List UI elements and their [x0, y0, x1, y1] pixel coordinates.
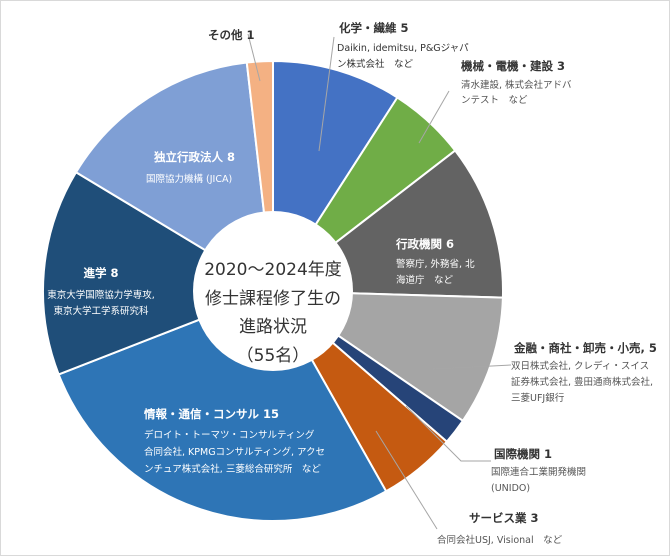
slice-label-desc: 東京大学工学系研究科 — [53, 305, 149, 317]
slice-label-desc: 合同会社USJ, Visional など — [437, 534, 563, 546]
slice-label-name: サービス業 3 — [469, 511, 539, 525]
chart-title-line: 2020～2024年度 — [204, 260, 342, 280]
leader-line-finance — [432, 364, 512, 370]
slice-label-name: 進学 8 — [83, 266, 118, 280]
slice-label-name: 国際機関 1 — [494, 447, 552, 461]
slice-label-service: サービス業 3 合同会社USJ, Visional など — [437, 511, 563, 546]
slice-value: 3 — [531, 511, 539, 525]
slice-value: 1 — [544, 447, 552, 461]
slice-value: 5 — [401, 21, 409, 35]
slice-label-desc: ン株式会社 など — [337, 58, 414, 70]
slice-label-name: 機械・電機・建設 3 — [461, 59, 565, 73]
slice-label-desc: デロイト・トーマツ・コンサルティング — [144, 429, 315, 441]
slice-label-desc: ンチュア株式会社, 三菱総合研究所 など — [144, 463, 321, 475]
slice-label-desc: ンテスト など — [461, 95, 528, 106]
slice-label-desc: 警察庁, 外務省, 北 — [396, 258, 475, 270]
slice-value: 3 — [557, 59, 565, 73]
slice-label-desc: 海道庁 など — [396, 274, 454, 286]
leader-line-chemical — [318, 36, 335, 152]
slice-label-desc: (UNIDO) — [491, 483, 530, 494]
slice-label-other: その他 1 — [208, 28, 255, 42]
slice-label-desc: 三菱UFJ銀行 — [511, 392, 565, 404]
pie-slice-further-study — [42, 170, 276, 376]
donut-hole — [193, 211, 353, 371]
slice-value: 1 — [247, 28, 255, 42]
slice-label-desc: 国際協力機構 (JICA) — [146, 173, 232, 185]
slice-label-desc: 双日株式会社, クレディ・スイス — [511, 360, 649, 372]
leader-line-other — [247, 33, 261, 82]
slice-label-name: 化学・繊維 5 — [339, 21, 409, 35]
slice-value: 6 — [446, 237, 454, 251]
leader-line-service — [375, 430, 438, 530]
chart-title-line: 修士課程修了生の — [205, 289, 341, 309]
slice-label-desc: 合同会社, KPMGコンサルティング, アクセ — [144, 446, 325, 458]
slice-value: 5 — [649, 341, 657, 355]
slice-label-independent-agency: 独立行政法人 8 国際協力機構 (JICA) — [146, 150, 235, 185]
slice-label-further-study: 進学 8 東京大学国際協力学専攻, 東京大学工学系研究科 — [47, 266, 155, 317]
slice-value: 8 — [227, 150, 235, 164]
slice-value: 8 — [111, 266, 119, 280]
slice-label-name: 金融・商社・卸売・小売, 5 — [513, 341, 657, 355]
slice-label-desc: 東京大学国際協力学専攻, — [47, 289, 155, 301]
chart-title-line: 進路状況 — [239, 317, 307, 337]
slice-label-name: 独立行政法人 8 — [154, 150, 235, 164]
leader-line-machinery — [418, 90, 450, 144]
slice-label-name: その他 1 — [208, 28, 255, 42]
slice-label-desc: 清水建設, 株式会社アドバ — [461, 79, 572, 91]
slice-label-desc: 国際連合工業開発機関 — [491, 466, 586, 478]
slice-label-name: 情報・通信・コンサル 15 — [143, 407, 279, 421]
slice-label-desc: 証券株式会社, 豊田通商株式会社, — [511, 376, 653, 388]
leader-line-international — [405, 405, 491, 462]
slice-value: 15 — [263, 407, 279, 421]
chart-title-line: （55名） — [237, 346, 310, 366]
slice-label-international: 国際機関 1 国際連合工業開発機関 (UNIDO) — [491, 447, 586, 494]
slice-label-desc: Daikin, idemitsu, P&Gジャパ — [337, 43, 469, 54]
slice-label-name: 行政機関 6 — [395, 237, 454, 251]
